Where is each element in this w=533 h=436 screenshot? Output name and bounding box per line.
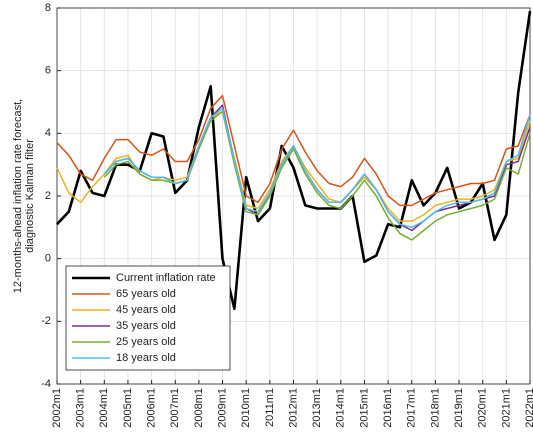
y-tick-label: 0 <box>45 253 51 265</box>
x-tick-label: 2003m1 <box>75 388 87 428</box>
x-tick-label: 2021m1 <box>500 388 512 428</box>
y-tick-label: 2 <box>45 190 51 202</box>
legend-label: Current inflation rate <box>116 272 216 284</box>
legend-label: 18 years old <box>116 352 176 364</box>
legend: Current inflation rate 65 years old 45 yea… <box>65 265 231 371</box>
x-tick-label: 2019m1 <box>453 388 465 428</box>
y-axis-label: 12-months-ahead inflation rate forecast, <box>12 99 24 293</box>
x-tick-label: 2022m1 <box>524 388 533 428</box>
x-tick-label: 2015m1 <box>358 388 370 428</box>
x-tick-label: 2008m1 <box>193 388 205 428</box>
y-tick-label: 8 <box>45 2 51 14</box>
legend-label: 65 years old <box>116 288 176 300</box>
y-tick-label: 6 <box>45 65 51 77</box>
x-tick-label: 2014m1 <box>335 388 347 428</box>
legend-box <box>65 265 231 371</box>
legend-label: 45 years old <box>116 304 176 316</box>
x-tick-label: 2009m1 <box>216 388 228 428</box>
y-tick-label: 4 <box>45 127 51 139</box>
x-tick-label: 2016m1 <box>382 388 394 428</box>
y-tick-label: -2 <box>41 315 51 327</box>
x-tick-label: 2011m1 <box>264 388 276 427</box>
x-tick-label: 2007m1 <box>169 388 181 428</box>
x-tick-label: 2018m1 <box>429 388 441 428</box>
x-tick-label: 2004m1 <box>98 388 110 428</box>
x-tick-label: 2010m1 <box>240 388 252 428</box>
y-tick-label: -4 <box>41 378 51 390</box>
x-tick-label: 2017m1 <box>406 388 418 428</box>
x-tick-label: 2006m1 <box>146 388 158 428</box>
series-line <box>103 107 531 229</box>
series-line <box>56 94 531 207</box>
legend-label: 25 years old <box>116 336 176 348</box>
x-tick-label: 2020m1 <box>477 388 489 428</box>
x-tick-label: 2012m1 <box>287 388 299 428</box>
x-tick-label: 2005m1 <box>122 388 134 428</box>
legend-label: 35 years old <box>116 320 176 332</box>
x-tick-label: 2002m1 <box>51 388 63 428</box>
axes-box <box>56 7 531 385</box>
y-axis-label: diagnostic Kalman filter <box>24 139 36 253</box>
x-tick-label: 2013m1 <box>311 388 323 428</box>
